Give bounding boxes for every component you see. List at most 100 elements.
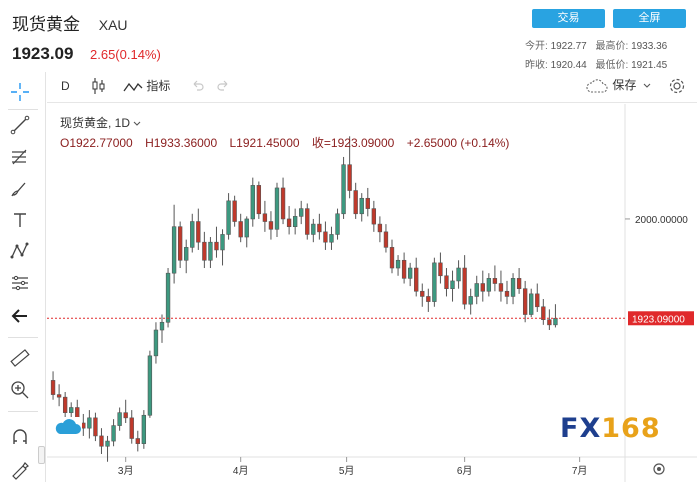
candle-down [371,200,377,232]
open-value: 1922.77 [550,41,587,52]
candle-body [383,231,389,248]
quote-row-2: 昨收: 1920.44 最低价: 1921.45 [525,56,667,71]
candle-up [111,419,116,447]
chevron-down-icon [133,121,141,126]
candle-up [153,322,159,364]
candle-body [184,247,189,261]
candle-body [268,221,274,230]
settings-gear-icon[interactable] [668,77,686,98]
candle-body [371,208,377,225]
candle-down [438,252,443,284]
candle-body [347,164,352,191]
candle-up [432,257,437,307]
candle-up [299,200,304,225]
low-label: 最低价: [595,60,629,71]
candle-down [414,257,419,297]
candle-body [177,226,183,261]
lock-drawing-icon[interactable] [9,458,31,480]
candle-down [268,211,274,240]
back-arrow-icon[interactable] [9,305,31,327]
last-price-label: 1923.09000 [632,314,685,325]
candle-body [50,380,56,395]
crosshair-icon[interactable] [9,81,31,103]
candle-up [311,218,316,243]
candle-down [347,136,352,199]
candle-body [56,394,62,398]
candle-down [177,221,183,269]
ruler-icon[interactable] [9,347,31,369]
high-label: 最高价: [595,41,629,52]
axis-settings-icon-center [657,467,661,471]
instrument-title: 现货黄金 XAU [12,10,128,35]
candle-down [81,413,86,436]
candle-down [401,252,407,284]
magnet-icon[interactable] [9,426,31,448]
candle-down [62,392,68,418]
candle-body [535,293,540,308]
candle-body [414,267,419,292]
fib-tool-icon[interactable] [9,146,31,168]
candle-down [123,399,128,424]
ohlc-change: +2.65000 (+0.14%) [406,136,510,150]
text-tool-icon[interactable] [9,209,31,231]
price-chart[interactable]: 3月 4月 5月 6月 7月 2000.00000 1923.09000 [47,104,697,482]
interval-selector[interactable]: D [61,79,70,93]
candle-up [450,270,455,302]
candle-body [426,296,431,302]
candle-down [389,239,395,274]
time-tick-label: 7月 [572,465,588,477]
candle-up [456,260,461,289]
forecast-tool-icon[interactable] [9,272,31,294]
redo-icon[interactable] [216,78,230,95]
pattern-tool-icon[interactable] [9,240,31,262]
fullscreen-button[interactable]: 全屏 [613,9,686,28]
candle-body [377,223,383,233]
drawing-toolbar [0,72,46,482]
candle-down [196,208,201,250]
candle-down [238,213,243,243]
candle-body [504,290,510,297]
candle-down [129,410,134,444]
trade-button[interactable]: 交易 [532,9,605,28]
candle-body [365,197,370,209]
candle-body [93,417,98,437]
ohlc-close: 收=1923.09000 [311,136,395,150]
indicators-button[interactable]: 指标 [123,77,170,95]
candle-body [202,241,207,261]
candle-down [522,280,528,323]
candle-body [190,221,195,248]
candle-down [93,412,98,442]
candle-up [250,177,255,227]
undo-icon[interactable] [191,78,205,95]
candle-down [492,265,498,292]
candle-down [547,309,552,331]
high-value: 1933.36 [631,41,668,52]
candle-down [56,384,62,407]
save-button[interactable]: 保存 [585,76,651,94]
open-label: 今开: [525,41,548,52]
candle-down [317,213,322,240]
candle-up [184,239,189,274]
candle-body [529,293,534,315]
candle-body [171,226,177,274]
price-tick-label: 2000.00000 [635,215,688,226]
candle-body [335,213,340,235]
candle-body [274,187,280,230]
brush-icon[interactable] [9,178,31,200]
candle-down [135,430,140,452]
candle-down [383,224,389,253]
candle-body [547,319,552,326]
candle-body [69,407,74,413]
candle-up [395,255,401,276]
candle-up [359,193,364,222]
candle-up [208,237,213,269]
chart-logo-icon [55,419,81,434]
time-tick-label: 5月 [339,465,355,477]
candle-style-icon[interactable] [91,77,107,98]
zoom-in-icon[interactable] [9,379,31,401]
indicators-label: 指标 [146,79,171,93]
candle-down [305,203,310,240]
candle-body [123,412,128,419]
toolbar-scroll-handle[interactable] [38,446,45,464]
trend-line-icon[interactable] [9,114,31,136]
